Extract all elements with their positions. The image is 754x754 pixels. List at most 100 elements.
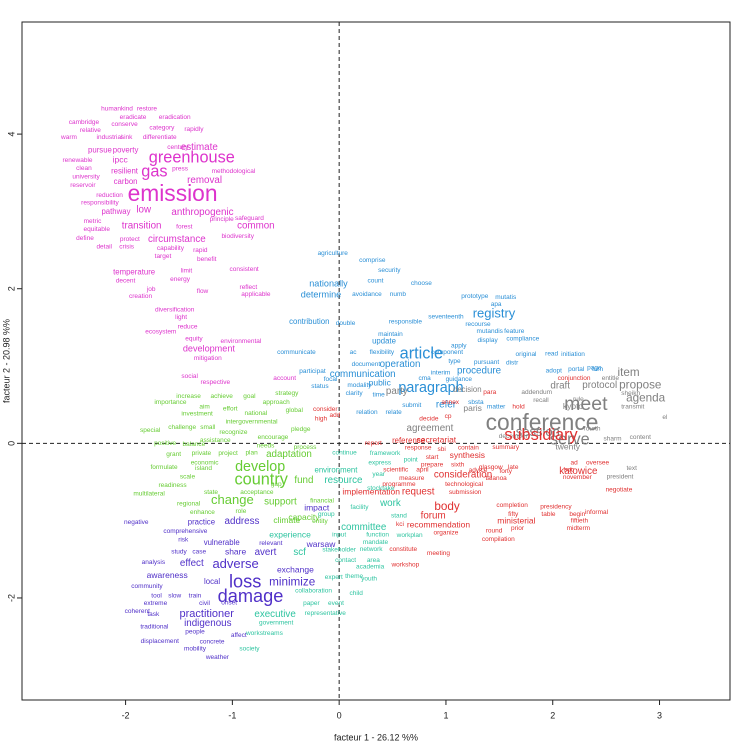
word-point: party bbox=[386, 386, 408, 397]
word-point: sbsta bbox=[468, 399, 484, 406]
word-point: report bbox=[365, 440, 382, 447]
word-point: reduce bbox=[178, 323, 198, 330]
x-axis-title: facteur 1 - 26.12 %% bbox=[334, 732, 418, 742]
word-point: academia bbox=[356, 564, 385, 571]
word-point: relation bbox=[356, 409, 378, 416]
word-point: consider bbox=[313, 406, 338, 413]
word-point: begin bbox=[569, 511, 585, 518]
word-point: mandate bbox=[363, 539, 389, 546]
word-point: kci bbox=[396, 521, 404, 528]
word-point: prior bbox=[511, 525, 525, 532]
word-point: estimate bbox=[181, 142, 219, 153]
word-point: gas bbox=[141, 162, 167, 180]
word-point: interim bbox=[431, 370, 451, 377]
word-point: renewable bbox=[63, 157, 93, 164]
word-point: environmental bbox=[220, 338, 261, 345]
word-point: positive bbox=[154, 440, 176, 447]
word-point: recall bbox=[533, 397, 549, 404]
word-point: sink bbox=[121, 134, 133, 141]
word-point: decent bbox=[116, 278, 136, 285]
word-point: goal bbox=[243, 393, 256, 400]
word-point: ecosystem bbox=[145, 329, 176, 336]
word-point: forum bbox=[421, 511, 446, 522]
word-point: entitle bbox=[602, 375, 620, 382]
word-point: national bbox=[244, 410, 267, 417]
word-point: presidency bbox=[540, 503, 572, 510]
word-point: cambridge bbox=[69, 119, 100, 126]
word-point: responsibility bbox=[81, 200, 119, 207]
word-point: investment bbox=[181, 411, 213, 418]
word-point: relative bbox=[80, 127, 101, 134]
word-point: clarity bbox=[346, 390, 364, 397]
word-point: group bbox=[318, 511, 335, 518]
word-point: climate bbox=[273, 515, 300, 525]
word-point: equity bbox=[185, 336, 203, 343]
word-point: talanoa bbox=[485, 475, 507, 482]
word-point: time bbox=[373, 391, 386, 398]
word-point: challenge bbox=[168, 424, 196, 431]
word-point: role bbox=[235, 508, 246, 515]
word-point: greenhouse bbox=[149, 148, 235, 166]
word-point: traditional bbox=[140, 623, 169, 630]
word-point: transition bbox=[122, 221, 162, 232]
x-tick-label: -2 bbox=[122, 710, 130, 720]
word-point: financial bbox=[310, 497, 334, 504]
word-point: capacity bbox=[288, 512, 320, 522]
word-point: humankind bbox=[101, 105, 133, 112]
word-point: mutatis bbox=[495, 294, 517, 301]
word-point: input bbox=[332, 531, 346, 538]
word-point: rapidly bbox=[184, 126, 204, 133]
word-point: limit bbox=[181, 268, 193, 275]
word-point: practitioner bbox=[180, 608, 235, 620]
word-point: text bbox=[627, 465, 638, 472]
word-point: readiness bbox=[158, 482, 187, 489]
word-point: strategy bbox=[275, 390, 299, 397]
word-point: communicate bbox=[277, 349, 316, 356]
word-point: relevant bbox=[259, 540, 282, 547]
word-point: eradication bbox=[159, 114, 191, 121]
word-point: conjunction bbox=[558, 375, 591, 382]
word-point: awareness bbox=[147, 570, 188, 580]
word-point: cp bbox=[445, 413, 452, 420]
word-point: executive bbox=[254, 609, 296, 620]
word-point: continue bbox=[332, 449, 357, 456]
word-point: contain bbox=[458, 445, 479, 452]
word-point: annex bbox=[441, 399, 459, 406]
word-point: affect bbox=[231, 632, 247, 639]
word-point: avert bbox=[255, 547, 277, 558]
word-point: avoidance bbox=[352, 291, 382, 298]
word-point: fifty bbox=[508, 511, 519, 518]
word-point: ad bbox=[570, 459, 578, 466]
word-point: submit bbox=[402, 402, 421, 409]
word-point: advice bbox=[469, 467, 488, 474]
word-point: focal bbox=[324, 376, 338, 383]
word-point: apa bbox=[491, 301, 502, 308]
word-point: meeting bbox=[427, 550, 451, 557]
word-point: implementation bbox=[342, 486, 400, 496]
word-point: informal bbox=[585, 509, 609, 516]
word-point: express bbox=[368, 459, 392, 466]
word-point: task bbox=[147, 611, 160, 618]
word-point: page bbox=[587, 364, 602, 371]
word-point: original bbox=[516, 351, 538, 358]
word-point: count bbox=[368, 278, 384, 285]
word-point: responsible bbox=[389, 319, 423, 326]
word-point: sixth bbox=[451, 462, 465, 469]
word-point: workstreams bbox=[245, 630, 284, 637]
word-point: industrial bbox=[97, 134, 124, 141]
word-point: oversee bbox=[586, 459, 610, 466]
word-point: experience bbox=[269, 530, 311, 540]
word-point: cma bbox=[418, 375, 431, 382]
y-tick-label: -2 bbox=[6, 594, 16, 602]
word-point: forty bbox=[499, 468, 512, 475]
word-point: expert bbox=[325, 574, 343, 581]
word-point: framework bbox=[370, 450, 401, 457]
word-point: procedure bbox=[457, 365, 502, 376]
word-point: needs bbox=[257, 442, 275, 449]
word-point: stocktake bbox=[367, 485, 395, 492]
word-point: temperature bbox=[113, 268, 155, 277]
word-point: practice bbox=[188, 517, 215, 526]
word-point: consistent bbox=[229, 266, 258, 273]
word-point: paper bbox=[303, 600, 320, 607]
word-point: contribution bbox=[289, 317, 329, 326]
